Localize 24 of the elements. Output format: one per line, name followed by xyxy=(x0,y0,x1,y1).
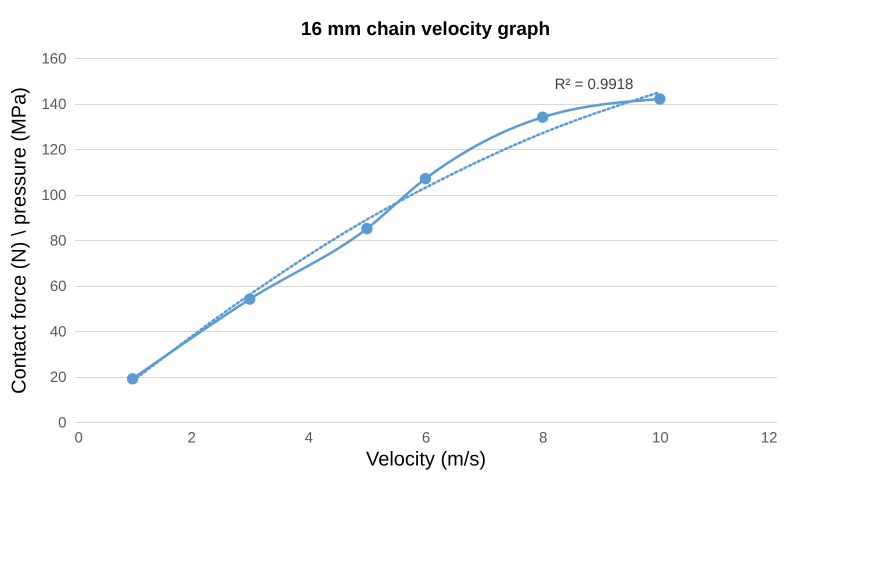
y-tick-label: 160 xyxy=(41,50,66,68)
x-tick-label: 12 xyxy=(760,430,778,446)
x-axis-title: Velocity (m/s) xyxy=(366,448,486,470)
y-tick-label: 40 xyxy=(50,324,66,340)
y-tick-label: 100 xyxy=(41,187,66,204)
x-tick-label: 4 xyxy=(304,430,314,446)
point xyxy=(536,111,548,123)
y-axis-title: Contact force (N) \ pressure (MPa) xyxy=(8,87,30,394)
y-tick-label: 0 xyxy=(58,414,66,432)
point xyxy=(420,172,432,184)
point xyxy=(654,93,666,105)
point xyxy=(361,222,373,234)
chart-title: 16 mm chain velocity graph xyxy=(300,19,550,40)
y-tick-label: 20 xyxy=(50,369,66,386)
y-tick-label: 120 xyxy=(41,142,66,158)
x-tick-label: 2 xyxy=(187,430,196,446)
y-tick-label: 80 xyxy=(50,232,66,250)
x-tick-label: 0 xyxy=(74,430,83,446)
x-tick-label: 6 xyxy=(422,430,430,446)
y-tick-label: 60 xyxy=(50,278,66,295)
x-tick-label: 10 xyxy=(652,430,669,446)
x-tick-label: 8 xyxy=(538,430,548,446)
y-tick-label: 140 xyxy=(41,96,66,113)
annotation: R² = 0.9918 xyxy=(554,76,634,93)
